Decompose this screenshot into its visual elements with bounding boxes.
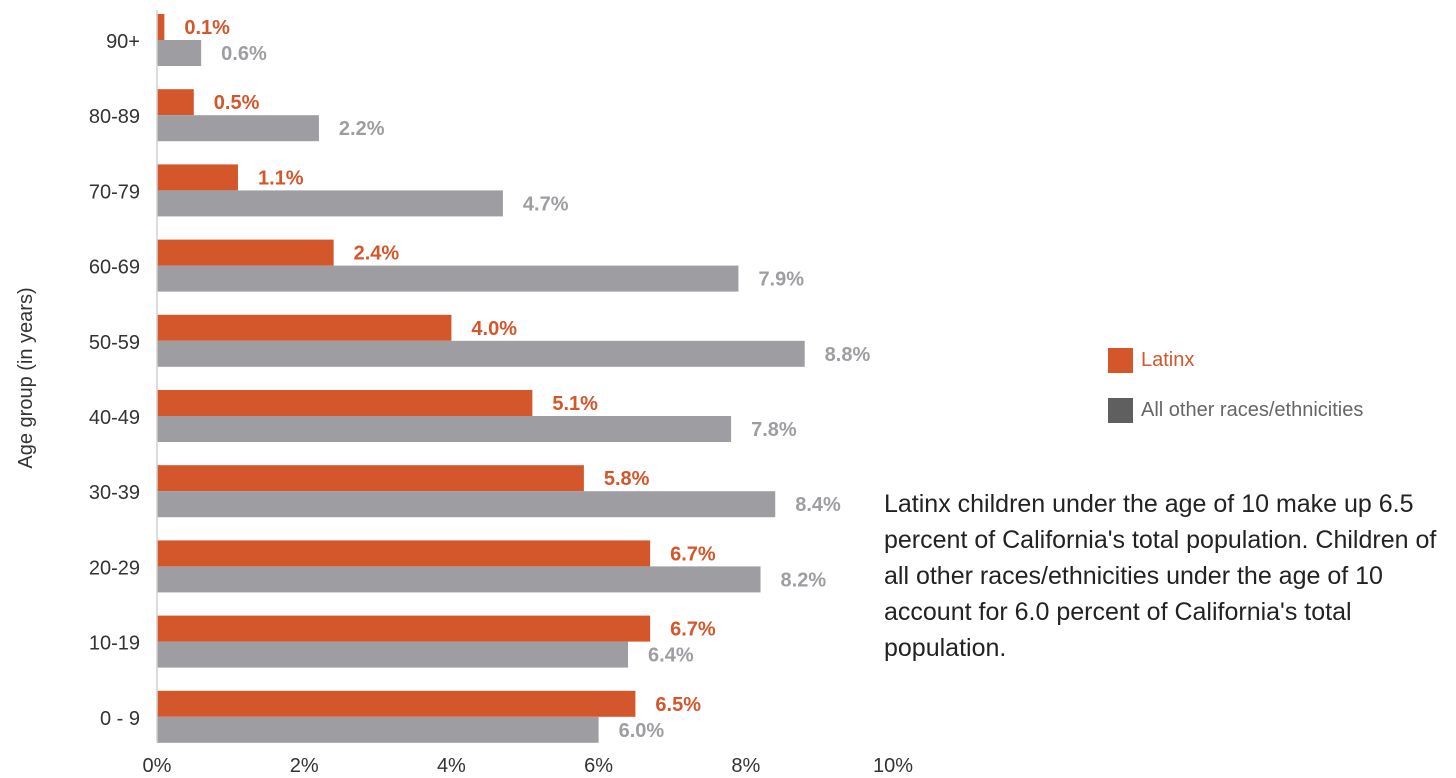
- data-label-other: 8.8%: [825, 344, 871, 366]
- labels-layer: 6.5% 6.0% 6.7% 6.4% 6.7% 8.2% 5.8% 8.4% 5.1% 7.8%…: [184, 17, 870, 742]
- bar-other: [157, 340, 805, 367]
- category-label: 0 - 9: [100, 708, 140, 730]
- data-label-other: 7.8%: [751, 419, 797, 441]
- x-tick-label: 2%: [290, 755, 319, 777]
- bar-other: [157, 265, 739, 292]
- bar-latinx: [157, 14, 165, 40]
- bar-latinx: [157, 540, 651, 567]
- bar-latinx: [157, 465, 584, 492]
- bar-latinx: [157, 615, 651, 642]
- annotation-text: Latinx children under the age of 10 make…: [884, 490, 1437, 662]
- data-label-latinx: 0.5%: [214, 92, 260, 114]
- legend-swatch-other: [1108, 397, 1133, 423]
- x-ticks: 0% 2% 4% 6% 8% 10%: [143, 755, 914, 777]
- category-label: 10-19: [89, 633, 140, 655]
- data-label-latinx: 1.1%: [258, 167, 304, 189]
- bar-other: [157, 115, 319, 142]
- bars-layer: [157, 14, 805, 743]
- legend-item-latinx: Latinx: [1108, 346, 1363, 374]
- legend: Latinx All other races/ethnicities: [1108, 346, 1363, 446]
- data-label-other: 7.9%: [758, 269, 804, 291]
- data-label-latinx: 0.1%: [184, 17, 230, 39]
- category-label: 80-89: [89, 106, 140, 128]
- bar-latinx: [157, 390, 533, 416]
- data-label-latinx: 2.4%: [354, 243, 400, 265]
- category-labels: 0 - 9 10-19 20-29 30-39 40-49 50-59 60-69 70-79…: [89, 31, 140, 730]
- category-label: 60-69: [89, 257, 140, 279]
- data-label-latinx: 6.5%: [655, 694, 701, 716]
- bar-latinx: [157, 314, 452, 341]
- data-label-other: 0.6%: [221, 43, 267, 65]
- bar-latinx: [157, 690, 636, 717]
- legend-label-other: All other races/ethnicities: [1141, 398, 1364, 421]
- data-label-latinx: 4.0%: [471, 318, 517, 340]
- bar-latinx: [157, 164, 238, 191]
- bar-other: [157, 716, 599, 743]
- x-tick-label: 8%: [731, 755, 760, 777]
- data-label-other: 8.4%: [795, 494, 841, 516]
- bar-other: [157, 491, 776, 518]
- bar-other: [157, 566, 761, 593]
- x-tick-label: 4%: [437, 755, 466, 777]
- data-label-latinx: 5.1%: [552, 393, 598, 415]
- x-tick-label: 6%: [584, 755, 613, 777]
- category-label: 30-39: [89, 482, 140, 504]
- category-label: 50-59: [89, 332, 140, 354]
- legend-swatch-latinx: [1108, 347, 1133, 373]
- data-label-latinx: 5.8%: [604, 468, 650, 490]
- data-label-latinx: 6.7%: [670, 543, 716, 565]
- bar-other: [157, 40, 202, 66]
- bar-other: [157, 641, 629, 668]
- data-label-latinx: 6.7%: [670, 619, 716, 641]
- data-label-other: 4.7%: [523, 193, 569, 215]
- x-tick-label: 10%: [873, 755, 913, 777]
- data-label-other: 8.2%: [781, 569, 827, 591]
- y-axis-title: Age group (in years): [15, 287, 37, 468]
- legend-item-other: All other races/ethnicities: [1108, 396, 1363, 424]
- category-label: 90+: [106, 31, 140, 53]
- data-label-other: 6.0%: [619, 720, 665, 742]
- x-tick-label: 0%: [143, 755, 172, 777]
- category-label: 40-49: [89, 407, 140, 429]
- bar-other: [157, 190, 503, 217]
- category-label: 20-29: [89, 557, 140, 579]
- data-label-other: 2.2%: [339, 118, 385, 140]
- bar-other: [157, 416, 732, 442]
- bar-latinx: [157, 89, 194, 116]
- category-label: 70-79: [89, 181, 140, 203]
- data-label-other: 6.4%: [648, 645, 694, 667]
- legend-label-latinx: Latinx: [1141, 348, 1195, 371]
- bar-latinx: [157, 239, 334, 266]
